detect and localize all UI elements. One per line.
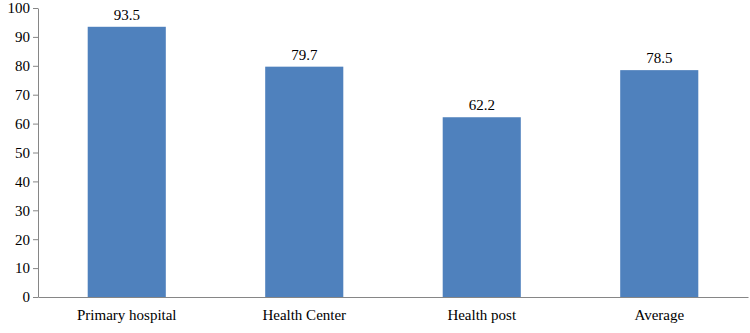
x-tick-label: Health Center	[262, 307, 346, 323]
bar	[620, 70, 698, 297]
y-tick-mark	[33, 153, 38, 154]
x-axis-line	[39, 297, 749, 298]
data-label: 78.5	[646, 50, 672, 66]
y-tick-label: 0	[23, 289, 31, 305]
y-tick-label: 20	[15, 232, 30, 248]
y-tick-mark	[33, 37, 38, 38]
y-tick-mark	[33, 124, 38, 125]
y-tick: 100	[8, 0, 39, 16]
bar	[265, 67, 343, 297]
x-tick: Average	[634, 297, 684, 323]
plot: 0 10 20 30 40 50 60 70 80 90 100 Primary hospital He…	[8, 0, 749, 322]
x-tick-label: Health post	[447, 307, 517, 323]
y-tick-label: 100	[8, 0, 31, 16]
data-label: 79.7	[291, 47, 318, 63]
data-label: 62.2	[469, 97, 495, 113]
y-axis: 0 10 20 30 40 50 60 70 80 90 100	[8, 0, 39, 305]
x-axis: Primary hospital Health Center Health post…	[39, 297, 749, 323]
y-tick-mark	[33, 8, 38, 9]
y-tick-label: 70	[15, 87, 30, 103]
bars	[88, 27, 699, 297]
y-tick-mark	[33, 66, 38, 67]
y-tick: 50	[15, 145, 38, 161]
y-tick-mark	[33, 95, 38, 96]
y-tick-label: 10	[15, 260, 30, 276]
x-tick: Health post	[447, 297, 517, 323]
y-tick-label: 50	[15, 145, 30, 161]
x-tick-label: Average	[634, 307, 684, 323]
y-tick: 10	[15, 260, 38, 276]
y-tick-label: 90	[15, 29, 30, 45]
y-tick: 60	[15, 116, 38, 132]
y-tick: 40	[15, 174, 38, 190]
y-tick-mark	[33, 268, 38, 269]
y-tick-mark	[33, 210, 38, 211]
chart: 0 10 20 30 40 50 60 70 80 90 100 Primary hospital He…	[0, 0, 750, 333]
x-tick-label: Primary hospital	[77, 307, 177, 323]
y-tick-label: 60	[15, 116, 30, 132]
bar	[443, 117, 521, 297]
y-tick: 90	[15, 29, 38, 45]
y-tick-mark	[33, 239, 38, 240]
y-tick: 70	[15, 87, 38, 103]
data-labels: 93.5 79.7 62.2 78.5	[114, 7, 673, 113]
y-tick-mark	[33, 297, 38, 298]
y-axis-line	[38, 9, 39, 298]
y-tick-label: 30	[15, 203, 30, 219]
y-tick-mark	[33, 181, 38, 182]
y-tick: 20	[15, 232, 38, 248]
y-tick-label: 40	[15, 174, 30, 190]
x-tick: Primary hospital	[77, 297, 177, 323]
data-label: 93.5	[114, 7, 140, 23]
y-tick: 0	[23, 289, 39, 305]
bar	[88, 27, 166, 297]
y-tick: 80	[15, 58, 38, 74]
y-tick: 30	[15, 203, 38, 219]
y-tick-label: 80	[15, 58, 30, 74]
x-tick: Health Center	[262, 297, 346, 323]
